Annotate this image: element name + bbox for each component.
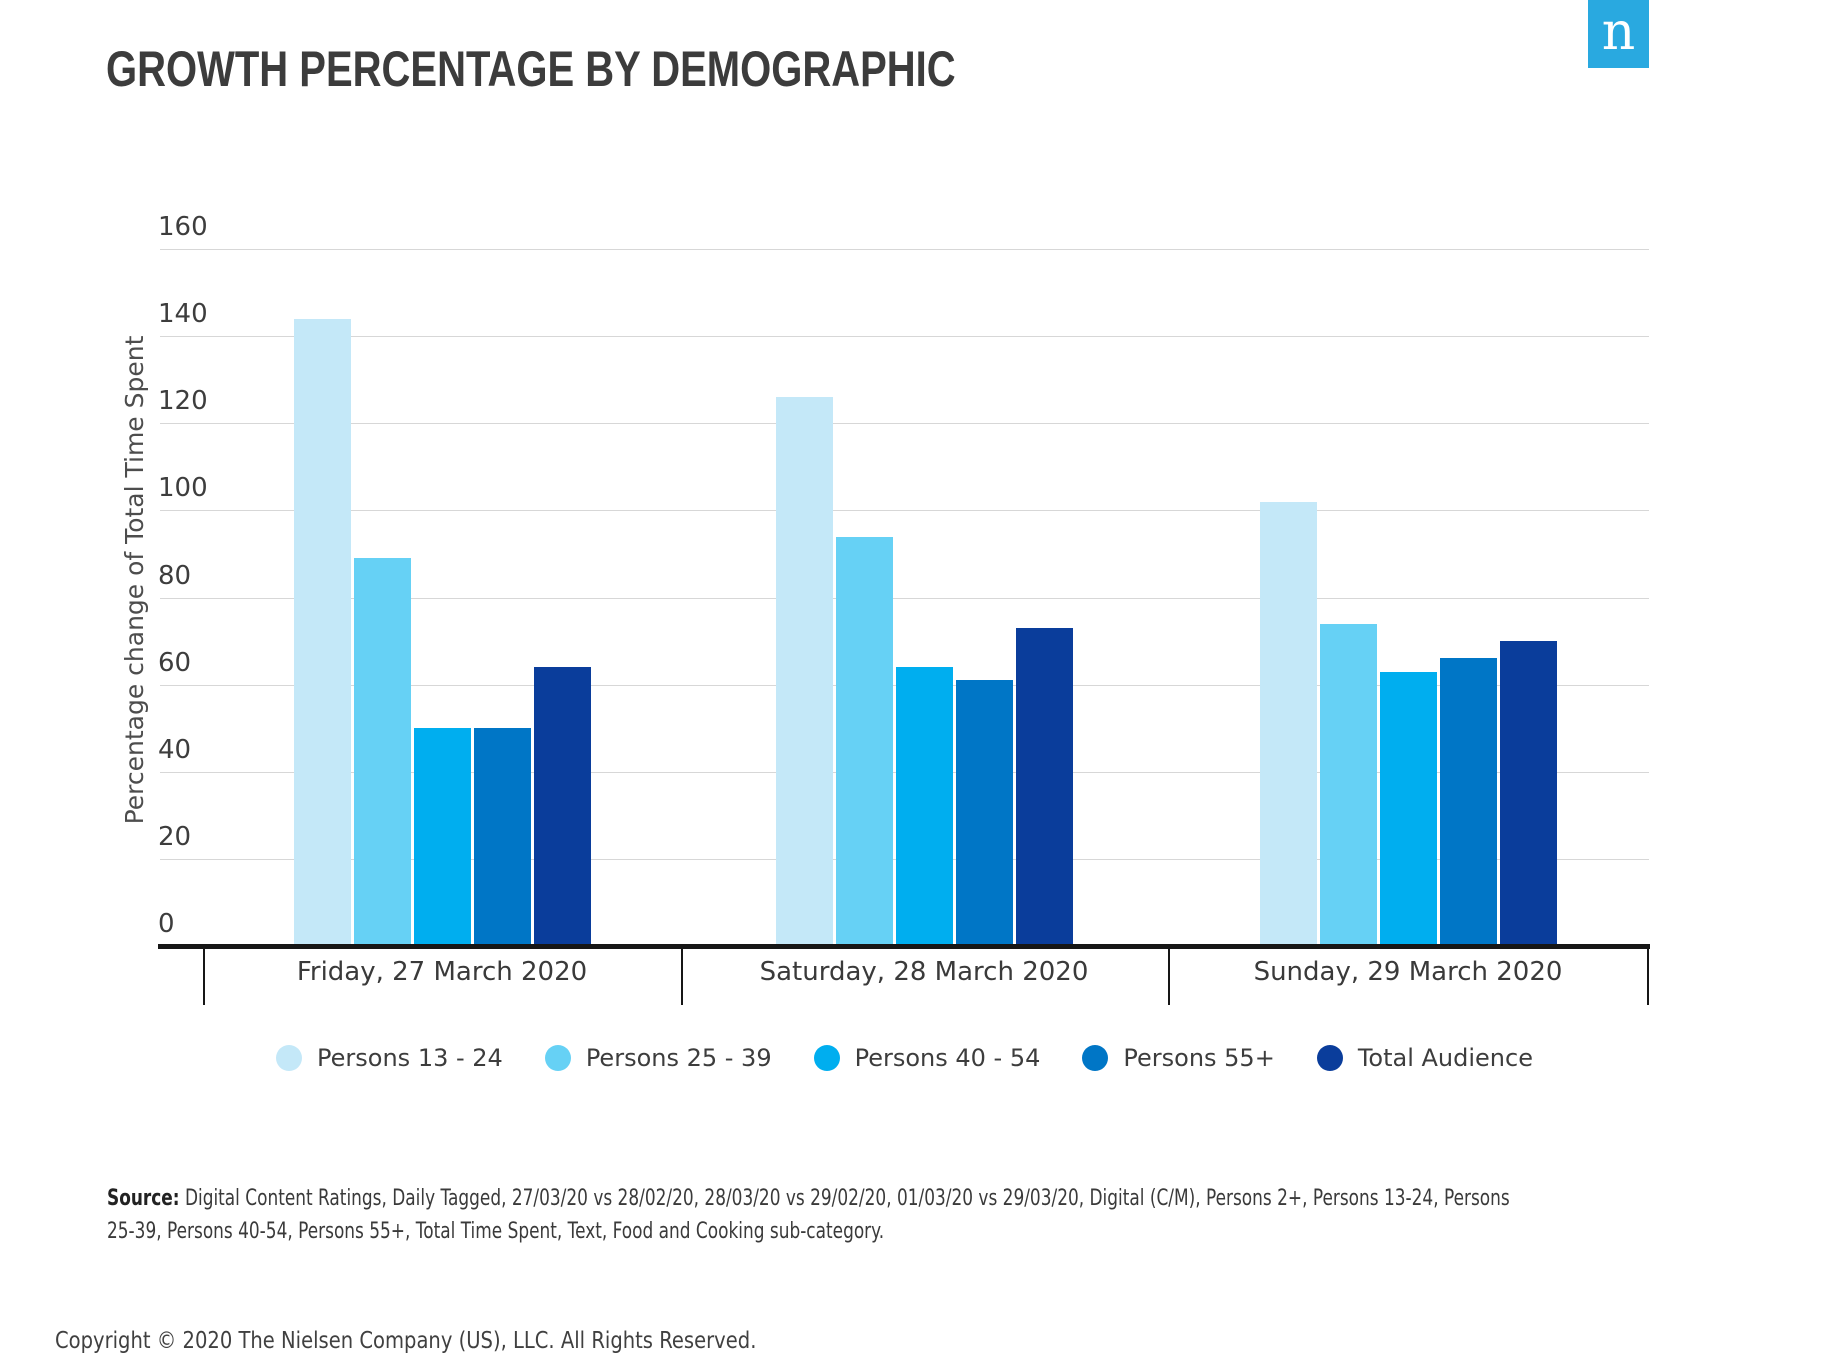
legend-item-5: Total Audience <box>1316 1044 1533 1072</box>
y-tick-label-60: 60 <box>158 648 192 678</box>
legend-label: Persons 55+ <box>1123 1044 1275 1072</box>
legend-swatch-icon <box>544 1045 571 1071</box>
source-note: Source: Digital Content Ratings, Daily T… <box>107 1182 1510 1248</box>
y-tick-label-40: 40 <box>158 735 192 765</box>
bar-persons-13-24-group1 <box>294 319 351 946</box>
gridline-140 <box>160 336 1649 337</box>
nielsen-logo-letter: n <box>1601 2 1636 62</box>
bar-persons-13-24-group2 <box>776 397 833 946</box>
y-axis-title: Percentage change of Total Time Spent <box>120 335 149 825</box>
y-tick-label-120: 120 <box>158 386 208 416</box>
x-category-label-2: Saturday, 28 March 2020 <box>759 957 1089 987</box>
source-line-1: Source: Digital Content Ratings, Daily T… <box>107 1182 1510 1215</box>
nielsen-logo: n <box>1588 0 1649 68</box>
legend-swatch-icon <box>813 1045 840 1071</box>
x-category-label-3: Sunday, 29 March 2020 <box>1253 957 1563 987</box>
y-tick-label-160: 160 <box>158 212 208 242</box>
source-text-1: Digital Content Ratings, Daily Tagged, 2… <box>179 1186 1510 1211</box>
x-axis-tick-2 <box>681 949 683 1005</box>
gridline-120 <box>160 423 1649 424</box>
x-category-label-1: Friday, 27 March 2020 <box>296 957 588 987</box>
legend-label: Persons 13 - 24 <box>317 1044 503 1072</box>
bar-persons-40-54-group2 <box>896 667 953 946</box>
page-title: GROWTH PERCENTAGE BY DEMOGRAPHIC <box>106 41 956 97</box>
legend-swatch-icon <box>276 1045 303 1071</box>
x-axis-line <box>158 944 1650 949</box>
chart-legend: Persons 13 - 24 Persons 25 - 39 Persons 40… <box>160 1038 1649 1078</box>
bar-persons-55+-group2 <box>956 680 1013 946</box>
bar-persons-55+-group1 <box>474 728 531 946</box>
legend-item-2: Persons 25 - 39 <box>544 1044 772 1072</box>
y-tick-label-100: 100 <box>158 473 208 503</box>
legend-item-4: Persons 55+ <box>1082 1044 1275 1072</box>
gridline-80 <box>160 598 1649 599</box>
gridline-160 <box>160 249 1649 250</box>
legend-swatch-icon <box>1316 1045 1343 1071</box>
bar-persons-13-24-group3 <box>1260 502 1317 946</box>
bar-total-audience-group2 <box>1016 628 1073 946</box>
bar-persons-40-54-group3 <box>1380 672 1437 946</box>
y-tick-label-0: 0 <box>158 909 175 939</box>
bar-total-audience-group3 <box>1500 641 1557 946</box>
x-axis-tick-1 <box>203 949 205 1005</box>
bar-persons-25-39-group1 <box>354 558 411 946</box>
x-axis-tick-3 <box>1168 949 1170 1005</box>
legend-label: Persons 40 - 54 <box>854 1044 1041 1072</box>
y-tick-label-80: 80 <box>158 561 192 591</box>
y-tick-label-140: 140 <box>158 299 208 329</box>
legend-label: Total Audience <box>1357 1044 1533 1072</box>
legend-swatch-icon <box>1082 1045 1109 1071</box>
x-axis-tick-4 <box>1647 949 1649 1005</box>
bar-persons-55+-group3 <box>1440 658 1497 946</box>
legend-item-1: Persons 13 - 24 <box>276 1044 503 1072</box>
bar-persons-25-39-group2 <box>836 537 893 946</box>
copyright-note: Copyright © 2020 The Nielsen Company (US… <box>55 1328 757 1354</box>
source-line-2: 25-39, Persons 40-54, Persons 55+, Total… <box>107 1219 885 1244</box>
bar-persons-25-39-group3 <box>1320 624 1377 946</box>
source-label: Source: <box>107 1186 180 1211</box>
legend-label: Persons 25 - 39 <box>585 1044 772 1072</box>
y-tick-label-20: 20 <box>158 822 192 852</box>
legend-item-3: Persons 40 - 54 <box>813 1044 1041 1072</box>
bar-total-audience-group1 <box>534 667 591 946</box>
bar-persons-40-54-group1 <box>414 728 471 946</box>
gridline-100 <box>160 510 1649 511</box>
